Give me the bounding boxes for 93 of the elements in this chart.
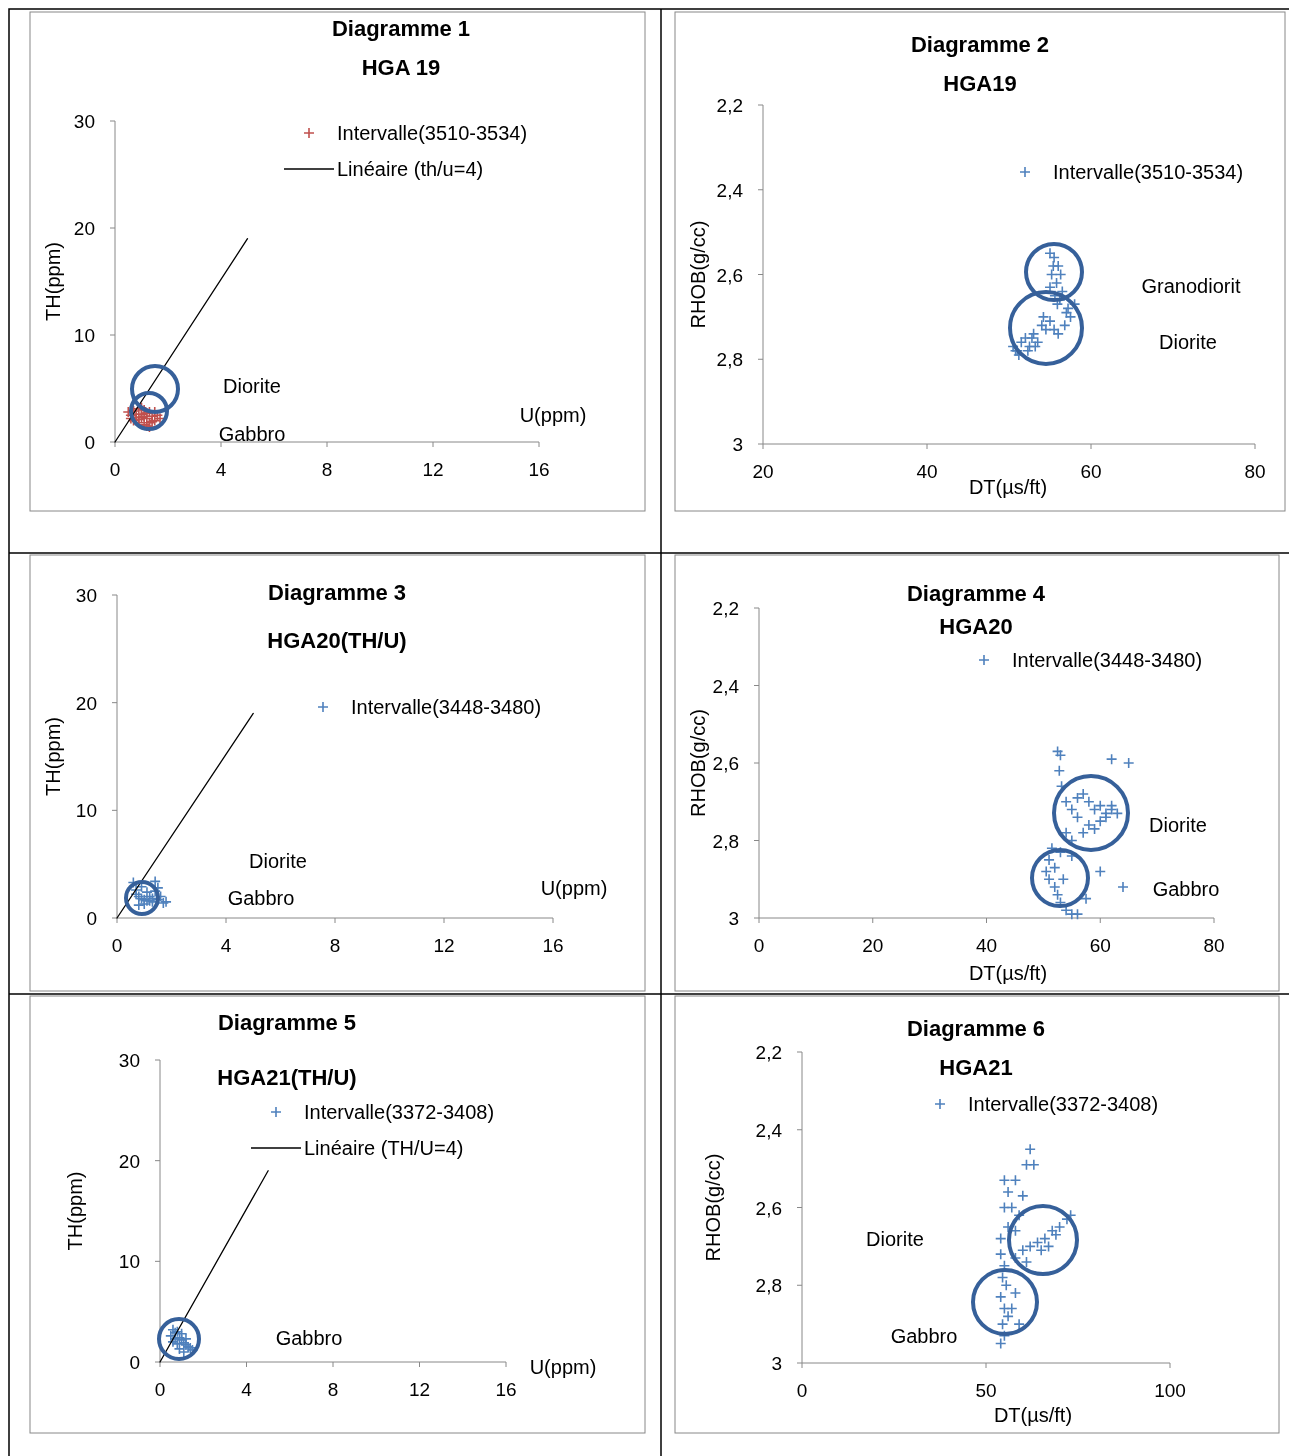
chart-title: Diagramme 1 [331,16,471,41]
chart-title: Diagramme 4 [906,581,1046,606]
annotation: Gabbro [227,887,295,909]
annotation: Diorite [1149,814,1207,836]
x-tick-label: 12 [433,935,455,956]
chart-title: Diagramme 3 [267,580,407,605]
annotation: Gabbro [1152,878,1220,900]
y-tick-label: 2,8 [716,349,743,371]
y-tick-label: 2,2 [712,598,739,619]
annotation: Diorite [866,1228,924,1250]
x-tick-label: 4 [215,459,227,480]
x-axis-title: U(ppm) [540,877,608,899]
x-tick-label: 60 [1080,461,1102,482]
y-tick-label: 3 [732,434,743,455]
y-axis-title: TH(ppm) [42,242,64,321]
x-tick-label: 4 [220,935,232,956]
y-tick-label: 20 [73,218,95,239]
text: HGA20(TH/U) [267,628,407,653]
annotation: Diorite [249,850,307,872]
x-axis-title: DT(µs/ft) [993,1404,1073,1426]
legend-label: Linéaire (TH/U=4) [304,1137,464,1159]
legend-label: Intervalle(3448-3480) [1012,649,1203,671]
y-axis-title: RHOB(g/cc) [687,220,709,329]
y-tick-label: 30 [118,1050,140,1071]
y-tick-label: 2,4 [712,675,740,697]
legend-label: Intervalle(3372-3408) [968,1093,1159,1115]
chart-subtitle: HGA21 [939,1055,1013,1080]
chart-title: Diagramme 6 [906,1016,1046,1041]
x-tick-label: 80 [1244,461,1266,482]
y-tick-label: 0 [86,908,97,929]
legend-label: Intervalle(3448-3480) [351,696,542,718]
y-tick-label: 3 [771,1353,782,1374]
legend-label: Linéaire (th/u=4) [337,158,484,180]
x-tick-label: 40 [975,935,998,956]
y-tick-label: 2,4 [755,1119,783,1141]
x-tick-label: 8 [327,1379,339,1400]
y-tick-label: 10 [73,325,95,346]
y-tick-label: 2,6 [755,1197,782,1219]
y-tick-label: 2,2 [755,1042,782,1063]
y-axis-title: TH(ppm) [42,717,64,796]
y-tick-label: 2,2 [716,95,743,116]
legend-label: Intervalle(3372-3408) [304,1101,495,1123]
x-tick-label: 60 [1089,935,1111,956]
x-tick-label: 16 [542,935,564,956]
x-tick-label: 20 [862,935,884,956]
x-axis-title: DT(µs/ft) [968,962,1048,984]
y-tick-label: 30 [75,585,97,606]
x-tick-label: 0 [154,1379,166,1400]
y-tick-label: 2,4 [716,179,744,201]
x-tick-label: 16 [528,459,550,480]
x-tick-label: 12 [422,459,444,480]
chart-subtitle: HGA19 [943,71,1017,96]
chart-title: Diagramme 2 [910,32,1050,57]
annotation: Gabbro [218,423,286,445]
annotation: Diorite [223,375,281,397]
y-tick-label: 0 [129,1352,140,1373]
y-tick-label: 20 [75,692,97,714]
x-tick-label: 8 [321,459,333,480]
y-tick-label: 20 [118,1150,140,1172]
chart-subtitle: HGA21(TH/U) [217,1065,357,1090]
x-tick-label: 50 [975,1380,997,1401]
y-tick-label: 2,6 [716,264,743,286]
x-tick-label: 0 [796,1380,808,1401]
annotation: Granodiorit [1141,275,1241,297]
y-tick-label: 2,8 [755,1275,782,1297]
annotation: Gabbro [890,1325,958,1347]
annotation: Diorite [1159,331,1217,353]
y-axis-title: RHOB(g/cc) [687,709,709,817]
y-tick-label: 3 [728,908,739,929]
chart-subtitle: HGA20 [939,614,1013,639]
x-axis-title: DT(µs/ft) [968,476,1048,498]
x-axis-title: U(ppm) [519,404,587,426]
y-tick-label: 10 [75,800,97,822]
y-tick-label: 10 [118,1251,140,1273]
x-tick-label: 8 [329,935,341,956]
y-tick-label: 30 [73,111,95,132]
x-axis-title: U(ppm) [529,1356,597,1378]
x-tick-label: 4 [241,1379,253,1400]
legend-label: Intervalle(3510-3534) [337,122,528,144]
x-tick-label: 40 [916,461,938,482]
chart-title: Diagramme 5 [217,1010,357,1035]
legend-label: Intervalle(3510-3534) [1053,161,1244,183]
y-axis-title: TH(ppm) [64,1171,86,1251]
x-tick-label: 16 [495,1379,517,1400]
x-tick-label: 100 [1154,1380,1186,1401]
y-tick-label: 2,6 [712,753,739,774]
y-tick-label: 0 [84,432,95,453]
y-tick-label: 2,8 [712,830,739,852]
annotation: Gabbro [275,1327,343,1349]
x-tick-label: 12 [408,1379,431,1400]
x-tick-label: 80 [1203,935,1225,956]
y-axis-title: RHOB(g/cc) [702,1153,724,1262]
chart-subtitle: HGA 19 [361,55,441,80]
